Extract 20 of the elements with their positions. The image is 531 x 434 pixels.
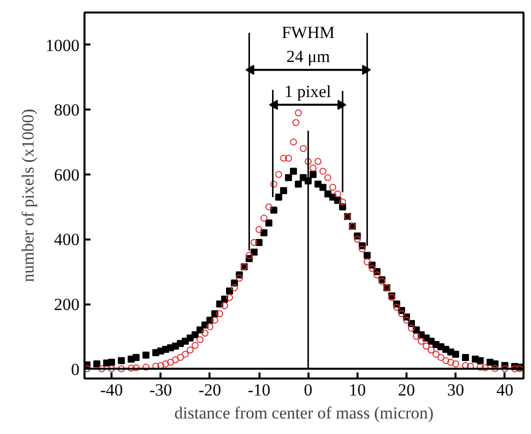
annotation: 1 pixel — [284, 82, 332, 101]
x-axis-title: distance from center of mass (micron) — [174, 404, 434, 422]
x-tick-label: -10 — [248, 380, 270, 400]
x-tick-label: -20 — [198, 380, 222, 400]
x-tick-label: -30 — [149, 380, 172, 400]
annotation: 24 μm — [286, 46, 330, 66]
y-axis-title: number of pixels (x1000) — [18, 108, 38, 282]
annotation: FWHM — [282, 22, 335, 42]
x-tick-label: 20 — [398, 380, 415, 400]
x-tick-label: 10 — [348, 380, 366, 400]
y-tick-label: 600 — [54, 165, 80, 184]
x-tick-label: 30 — [447, 380, 464, 400]
x-tick-label: 40 — [496, 380, 514, 400]
y-tick-label: 200 — [54, 295, 80, 314]
y-tick-label: 1000 — [46, 36, 80, 55]
x-tick-label: -40 — [100, 380, 123, 400]
x-tick-label: 0 — [304, 380, 312, 400]
y-tick-label: 400 — [54, 230, 80, 250]
y-tick-label: 0 — [71, 360, 80, 379]
y-tick-label: 800 — [54, 100, 80, 120]
